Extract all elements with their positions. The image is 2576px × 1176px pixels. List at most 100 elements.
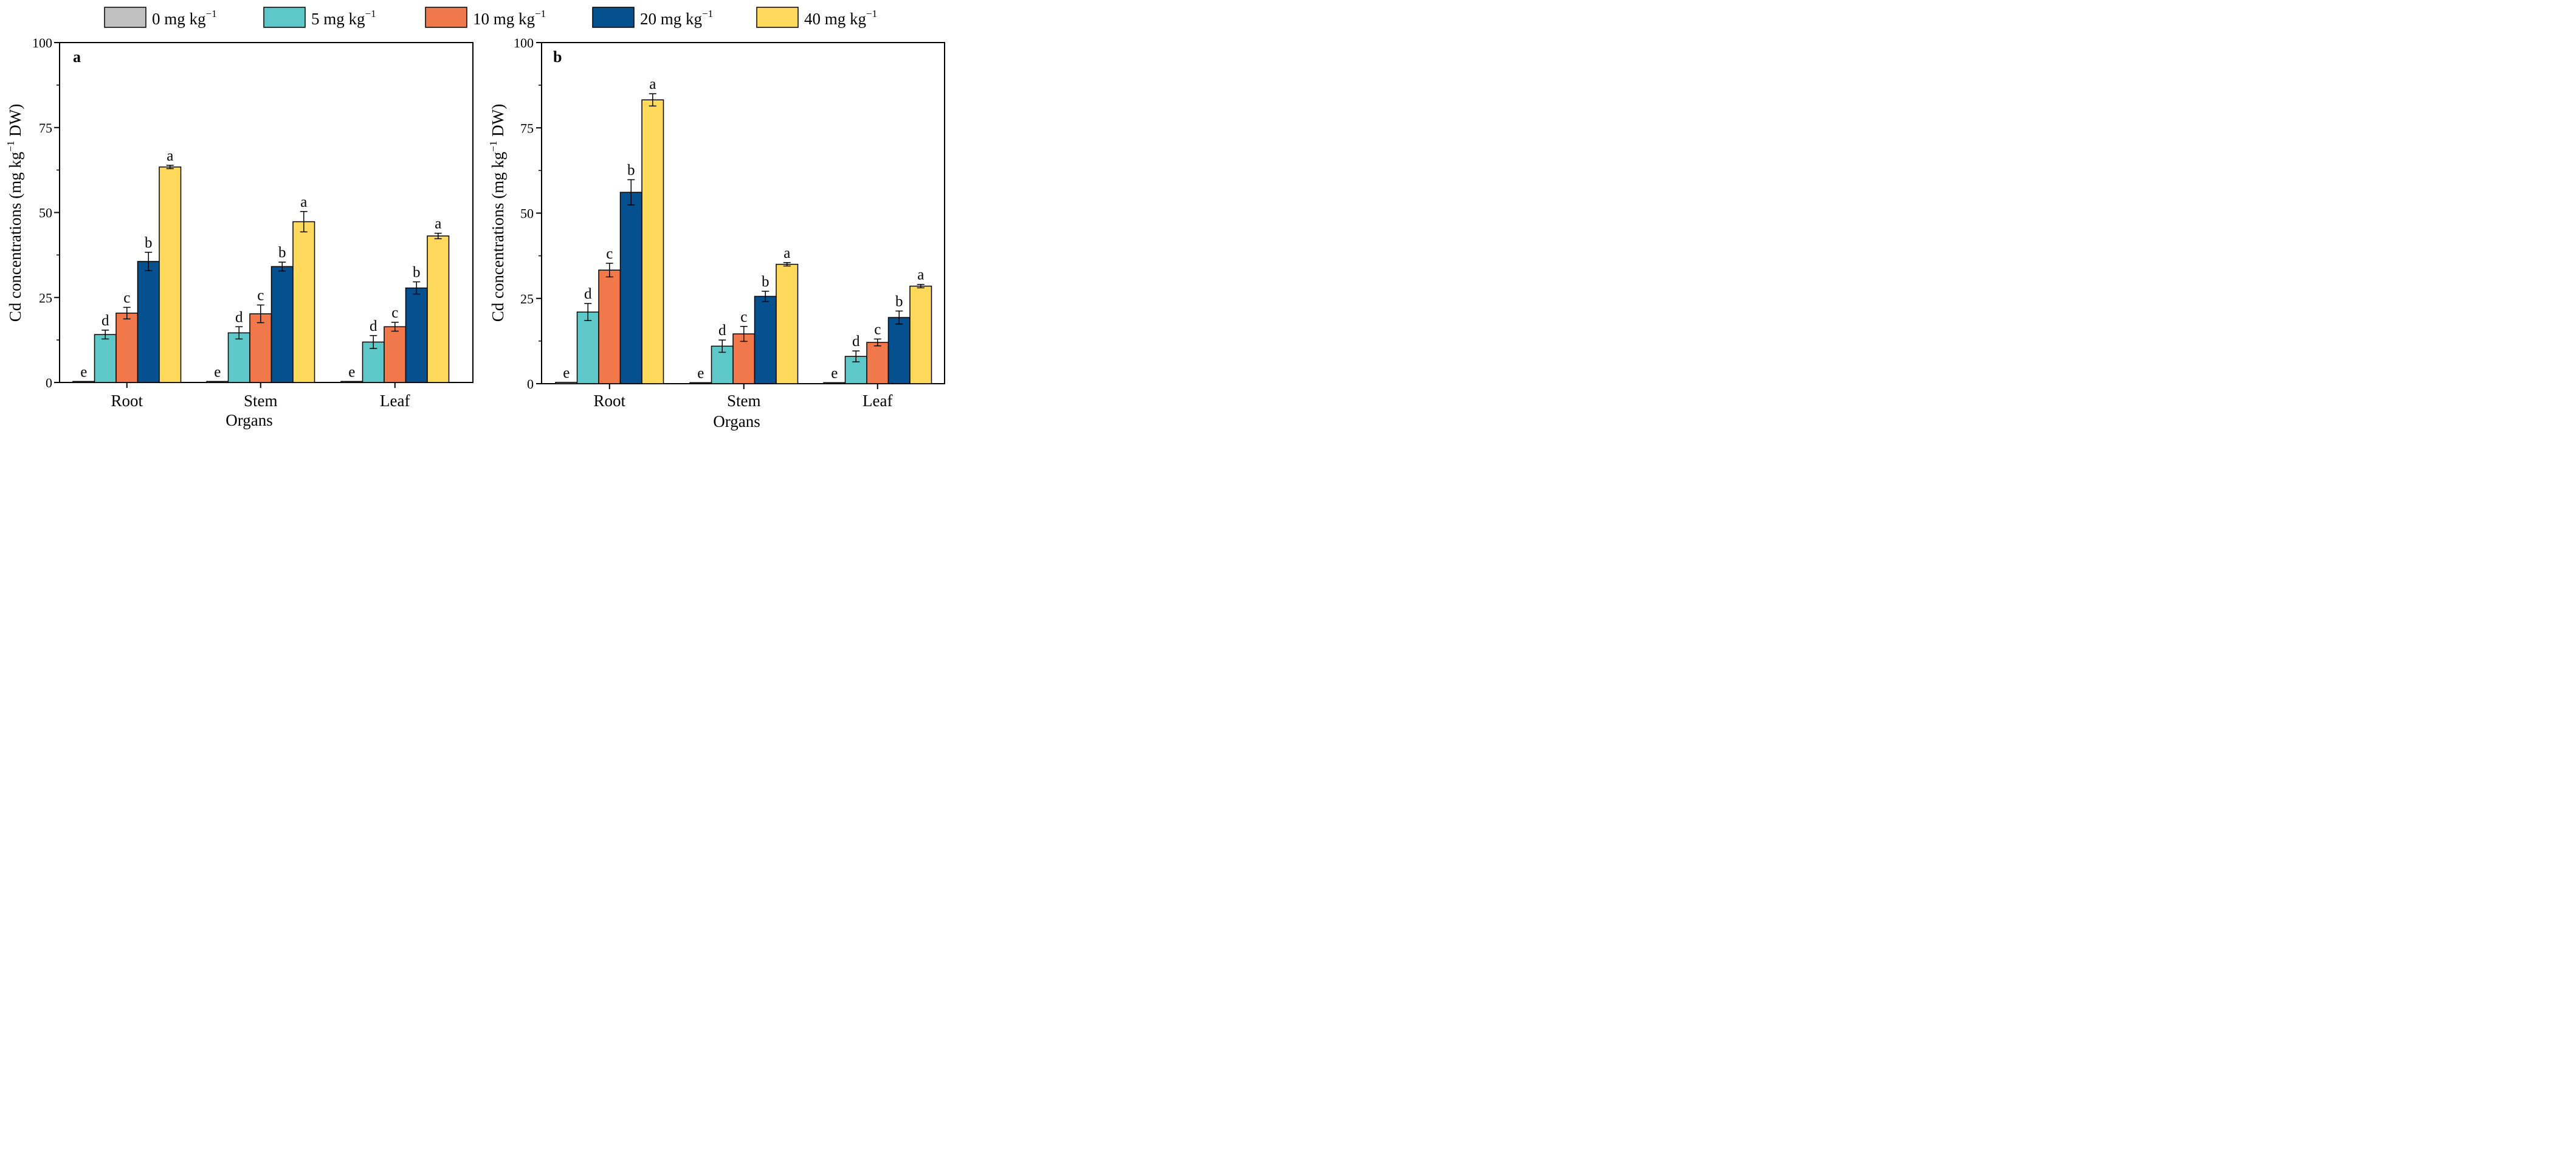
- panel-b-x-axis-ticks: Root Stem Leaf: [593, 384, 892, 410]
- panel-a-error-bar: [102, 330, 109, 340]
- panel-b-x-tick-label-root: Root: [593, 392, 625, 410]
- panel-a-bar-root-2: [115, 313, 139, 383]
- panel-a-y-tick-label: 25: [39, 290, 52, 305]
- panel-b-bar-root-0: [555, 382, 578, 384]
- panel-a-bar-stem-2: [249, 313, 272, 383]
- chart-figure: 0 mg kg−1 5 mg kg−1 10 mg kg−1 20 mg kg−…: [5, 7, 945, 431]
- panel-b-y-tick-label: 25: [520, 291, 534, 306]
- panel-b-significance-letter: a: [649, 76, 656, 92]
- panel-b-error-bar: [605, 263, 613, 278]
- panel-b-y-tick-label: 100: [514, 35, 534, 50]
- legend-label-1: 5 mg kg−1: [311, 8, 376, 28]
- panel-a-significance-letter: d: [235, 309, 243, 325]
- legend-swatch-2: [425, 7, 467, 28]
- panel-b-y-tick-label: 0: [527, 376, 534, 392]
- panel-a-error-bar: [391, 322, 399, 332]
- panel-b-error-bar: [649, 93, 656, 107]
- panel-a-significance-letter: e: [214, 364, 221, 380]
- legend-label-3: 20 mg kg−1: [640, 8, 713, 28]
- panel-a-significance-letter: c: [391, 305, 398, 321]
- panel-a-significance-letter: e: [348, 364, 355, 380]
- panel-a-x-axis-ticks: Root Stem Leaf: [111, 382, 410, 410]
- panel-b-error-bar: [852, 350, 860, 362]
- legend-item-4: 40 mg kg−1: [756, 7, 877, 28]
- legend-item-2: 10 mg kg−1: [425, 7, 546, 28]
- panel-b-error-bar: [627, 179, 635, 206]
- panel-b-y-tick-label: 75: [520, 120, 534, 136]
- legend-swatch-4: [756, 7, 799, 28]
- panel-a-significance-letter: d: [370, 318, 377, 334]
- panel-a-y-axis-title: Cd concentrations (mg kg−1 DW): [5, 104, 24, 322]
- panel-a-x-tick-label-leaf: Leaf: [380, 392, 410, 410]
- panel-b-significance-letter: b: [895, 294, 903, 310]
- panel-b-bar-root-3: [619, 192, 642, 384]
- panel-b-bar-root-2: [598, 269, 621, 384]
- panel-a-bar-root-3: [137, 261, 160, 383]
- panel-a-error-bar: [434, 232, 442, 240]
- panel-b-y-axis-title: Cd concentrations (mg kg−1 DW): [487, 104, 507, 322]
- panel-b-significance-letter: e: [563, 365, 570, 381]
- panel-a-error-bar: [166, 165, 174, 170]
- panel-a-bar-stem-3: [270, 266, 294, 383]
- panel-b-letter: b: [553, 48, 562, 66]
- panel-a-y-tick-label: 0: [46, 375, 52, 390]
- panel-a-y-tick-label: 75: [39, 120, 52, 136]
- panel-a-x-axis-title: Organs: [226, 411, 273, 429]
- panel-b-error-bar: [762, 291, 770, 302]
- panel-a-significance-letter: c: [257, 288, 264, 304]
- panel-b-x-axis-title: Organs: [713, 412, 760, 431]
- panel-b-bar-stem-3: [754, 296, 777, 384]
- panel-b-significance-letter: d: [852, 333, 860, 350]
- panel-a-bar-leaf-4: [427, 235, 450, 383]
- panel-a-bar-leaf-3: [405, 287, 428, 383]
- panel-a-significance-letter: d: [102, 313, 109, 329]
- panel-b-significance-letter: c: [740, 309, 747, 325]
- panel-b-significance-letter: b: [627, 162, 635, 179]
- panel-b-y-axis-ticks: 0 25 50 75 100: [514, 35, 542, 392]
- panel-a-error-bar: [278, 261, 286, 272]
- panel-a-bar-leaf-2: [384, 326, 407, 383]
- panel-b-significance-letter: d: [584, 286, 592, 302]
- legend-item-1: 5 mg kg−1: [263, 7, 376, 28]
- panel-b-bar-root-1: [576, 311, 599, 384]
- panel-b-y-tick-label: 50: [520, 206, 534, 221]
- panel-a-error-bar: [235, 326, 243, 340]
- panel-b-significance-letter: e: [831, 365, 838, 381]
- panel-a-bar-stem-1: [227, 332, 250, 383]
- panel-b-x-tick-label-stem: Stem: [727, 392, 761, 410]
- panel-b-bar-leaf-0: [823, 382, 846, 384]
- panel-b-significance-letter: d: [718, 322, 726, 339]
- panel-a-bar-leaf-0: [340, 381, 363, 383]
- legend-swatch-1: [263, 7, 306, 28]
- panel-a-error-bar: [370, 335, 377, 349]
- legend: 0 mg kg−1 5 mg kg−1 10 mg kg−1 20 mg kg−…: [104, 7, 877, 28]
- panel-a-error-bar: [257, 304, 264, 323]
- legend-label-2: 10 mg kg−1: [473, 8, 546, 28]
- legend-label-0: 0 mg kg−1: [152, 8, 217, 28]
- panel-b-bar-leaf-3: [887, 317, 911, 384]
- panel-b-significance-letter: e: [697, 365, 704, 381]
- panel-a-y-axis-ticks: 0 25 50 75 100: [32, 35, 60, 390]
- panel-a-bar-root-4: [159, 166, 182, 383]
- panel-a-error-bar: [413, 281, 421, 295]
- panel-a-significance-letter: a: [300, 194, 307, 210]
- panel-b-bar-stem-4: [776, 263, 799, 384]
- panel-b-significance-letter: a: [917, 267, 924, 283]
- panel-b-bar-root-4: [641, 99, 664, 384]
- panel-b-bar-leaf-4: [909, 285, 932, 384]
- panel-b-error-bar: [873, 338, 881, 347]
- legend-label-4: 40 mg kg−1: [804, 8, 877, 28]
- legend-swatch-0: [104, 7, 146, 28]
- panel-a-bar-root-1: [94, 334, 117, 383]
- panel-b-bar-leaf-2: [866, 342, 889, 384]
- panel-b-error-bar: [917, 283, 925, 289]
- legend-item-0: 0 mg kg−1: [104, 7, 217, 28]
- panel-a-error-bar: [123, 306, 131, 320]
- panel-a-significance-letter: a: [435, 216, 441, 232]
- panel-a-bar-stem-0: [206, 381, 229, 383]
- panel-a-significance-letter: b: [413, 265, 421, 281]
- panel-a-error-bar: [300, 211, 308, 233]
